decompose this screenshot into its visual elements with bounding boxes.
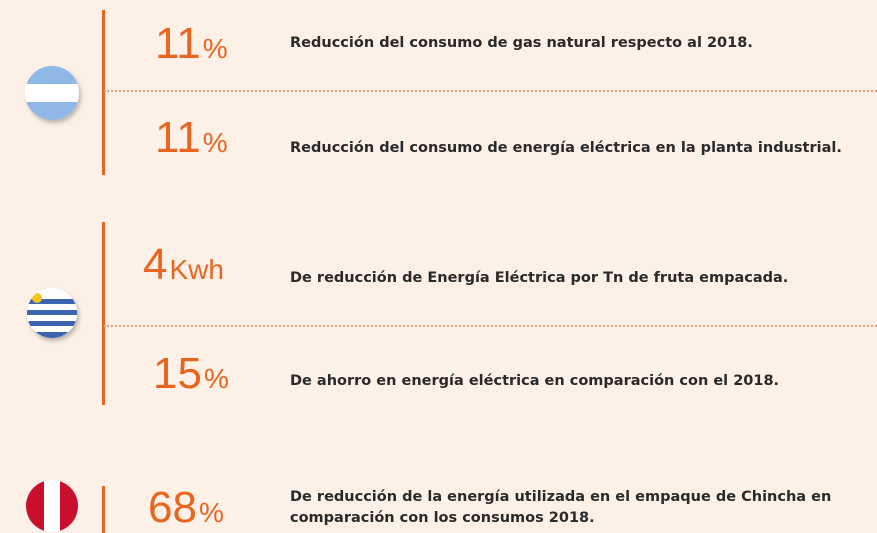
stat-description: De reducción de Energía Eléctrica por Tn… bbox=[290, 268, 788, 289]
flag-uruguay bbox=[27, 288, 77, 338]
description-line: De reducción de la energía utilizada en … bbox=[290, 489, 832, 505]
stat-unit: % bbox=[198, 497, 224, 528]
description-line: De ahorro en energía eléctrica en compar… bbox=[290, 373, 780, 389]
stat-number: 11 bbox=[155, 113, 201, 162]
stat-description: Reducción del consumo de energía eléctri… bbox=[290, 138, 842, 159]
stat-unit: % bbox=[202, 127, 228, 158]
stat-value: 11% bbox=[155, 22, 228, 66]
stat-value: 68% bbox=[148, 486, 224, 530]
stat-value: 4Kwh bbox=[143, 243, 224, 287]
description-line: comparación con los consumos 2018. bbox=[290, 510, 595, 526]
divider bbox=[102, 222, 105, 405]
flag-argentina bbox=[25, 66, 79, 120]
dotted-separator bbox=[104, 325, 877, 327]
stat-number: 15 bbox=[153, 349, 202, 398]
description-line: Reducción del consumo de gas natural res… bbox=[290, 35, 753, 51]
stat-description: De ahorro en energía eléctrica en compar… bbox=[290, 371, 779, 392]
stat-unit: % bbox=[202, 33, 228, 64]
stat-number: 11 bbox=[155, 19, 201, 68]
stat-unit: Kwh bbox=[169, 254, 224, 285]
dotted-separator bbox=[104, 90, 877, 92]
stat-unit: % bbox=[203, 363, 229, 394]
description-line: Reducción del consumo de energía eléctri… bbox=[290, 140, 842, 156]
stat-number: 4 bbox=[143, 240, 168, 289]
stat-description: De reducción de la energía utilizada en … bbox=[290, 487, 831, 529]
description-line: De reducción de Energía Eléctrica por Tn… bbox=[290, 270, 789, 286]
stat-value: 15% bbox=[153, 352, 229, 396]
stat-number: 68 bbox=[148, 483, 197, 532]
stat-value: 11% bbox=[155, 116, 228, 160]
stat-description: Reducción del consumo de gas natural res… bbox=[290, 33, 753, 54]
divider bbox=[102, 10, 105, 175]
divider bbox=[102, 486, 105, 533]
flag-peru bbox=[26, 480, 78, 532]
